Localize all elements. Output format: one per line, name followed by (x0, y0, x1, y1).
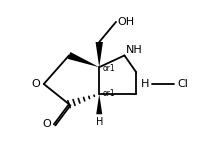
Text: H: H (95, 117, 103, 127)
Text: O: O (32, 79, 40, 89)
Polygon shape (96, 94, 102, 114)
Polygon shape (68, 52, 99, 67)
Text: OH: OH (118, 17, 135, 27)
Text: or1: or1 (103, 89, 115, 98)
Text: H: H (141, 79, 149, 89)
Text: Cl: Cl (177, 79, 188, 89)
Text: NH: NH (126, 45, 143, 55)
Text: or1: or1 (103, 64, 115, 73)
Polygon shape (95, 42, 103, 67)
Text: O: O (43, 119, 51, 129)
